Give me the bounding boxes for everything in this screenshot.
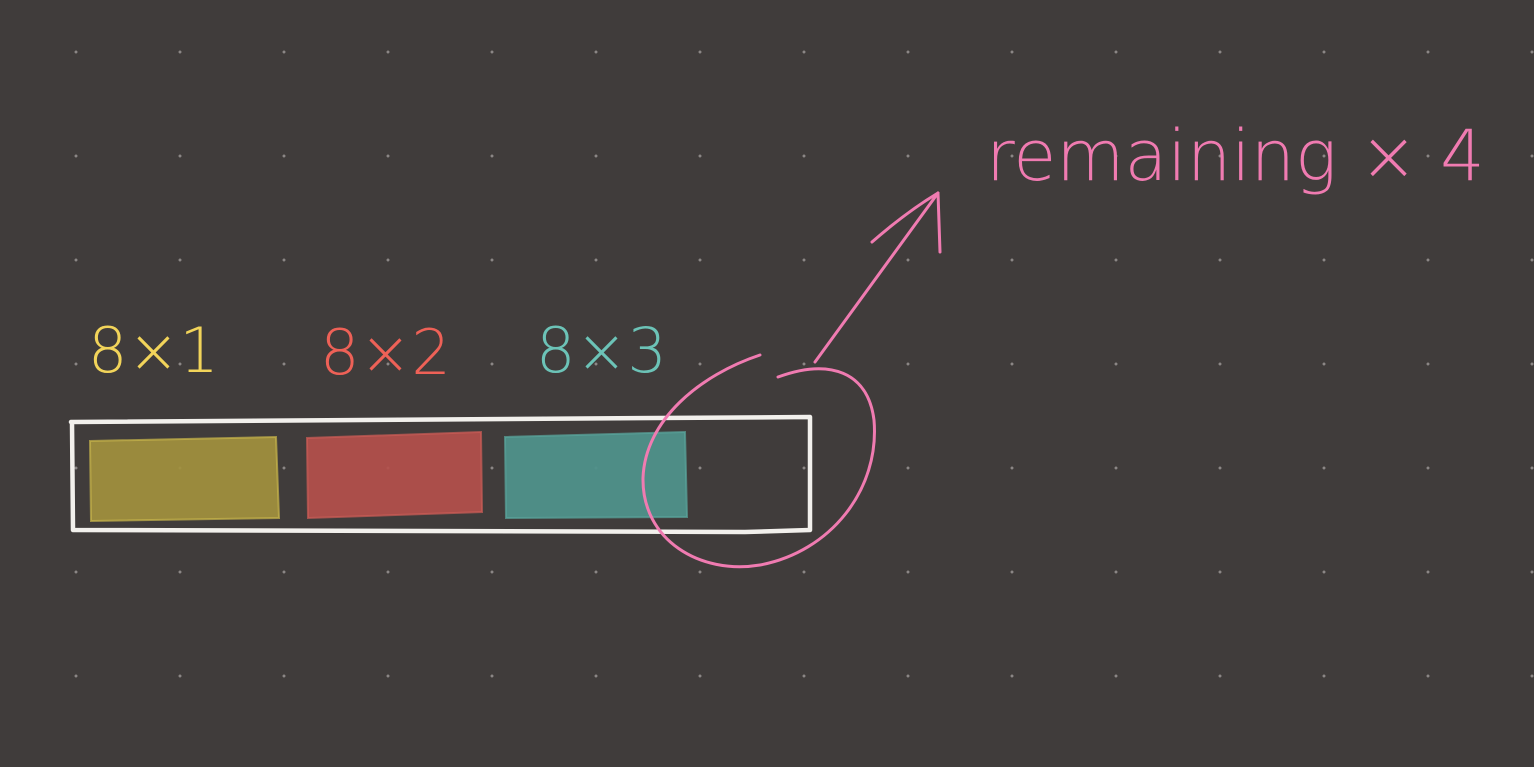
label-8x3: 8×3 (536, 314, 667, 387)
label-8x1: 8×1 (88, 314, 219, 387)
block-red (305, 430, 484, 520)
container-outline (68, 414, 813, 535)
block-yellow (88, 435, 281, 523)
arrow-shaft (813, 191, 940, 364)
filled-blocks (88, 430, 689, 523)
label-remaining: remaining × 4 (986, 115, 1485, 197)
remaining-circle (641, 353, 876, 569)
block-teal (503, 430, 689, 520)
label-8x2: 8×2 (320, 316, 451, 389)
arrow-head (870, 191, 942, 254)
